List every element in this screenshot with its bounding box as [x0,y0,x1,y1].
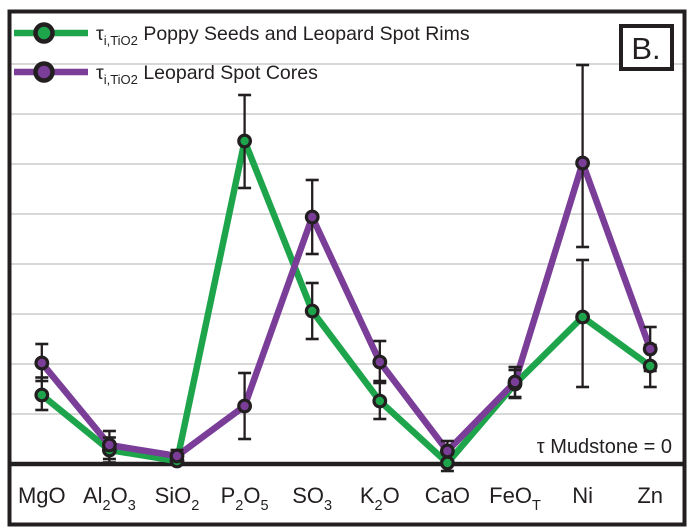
legend-marker-rims-icon [33,22,55,44]
data-point-rims-MgO [34,387,50,403]
panel-label-border [619,24,674,71]
data-point-rims-Ni [575,309,590,325]
error-bars [35,63,657,473]
data-point-rims-K2O [372,393,388,409]
data-point-markers [34,133,658,471]
series-line-rims [39,137,653,467]
data-point-cores-Al2O3 [101,437,117,453]
data-point-cores-Ni [575,155,590,171]
data-point-cores-K2O [372,354,388,370]
x-label-P2O5: P2O5 [221,483,269,514]
legend-marker-cores-icon [33,61,55,83]
x-label-Ni: Ni [572,483,593,508]
legend-item-cores: τi,TiO2 Leopard Spot Cores [14,61,318,87]
data-point-cores-SO3 [304,209,320,225]
data-point-cores-SiO2 [169,448,185,464]
data-point-cores-Zn [642,341,658,357]
legend: τi,TiO2 Poppy Seeds and Leopard Spot Rim… [14,22,470,87]
data-point-rims-Zn [642,358,658,374]
x-label-SiO2: SiO2 [155,483,200,514]
panel-label-box: B. [619,24,674,71]
x-label-CaO: CaO [425,483,470,508]
data-point-cores-FeOT [507,374,523,390]
figure-frame [7,9,687,527]
series-lines [39,137,654,467]
legend-item-rims: τi,TiO2 Poppy Seeds and Leopard Spot Rim… [14,22,470,48]
x-label-FeOT: FeOT [489,483,541,514]
series-line-cores [39,159,654,460]
legend-label-cores: τi,TiO2 Leopard Spot Cores [96,62,318,87]
data-point-rims-CaO [440,455,455,471]
x-label-MgO: MgO [18,483,66,508]
data-point-rims-P2O5 [237,133,253,149]
data-point-cores-P2O5 [237,398,253,414]
x-axis-labels: MgO Al2O3 SiO2 P2O5 SO3 K2O CaO FeOT Ni Zn [18,483,663,514]
gridlines [11,63,683,415]
data-point-cores-MgO [34,355,50,371]
data-point-cores-CaO [440,443,455,459]
panel-label: B. [631,31,660,66]
x-label-K2O: K2O [360,483,400,514]
x-label-Zn: Zn [637,483,663,508]
x-label-Al2O3: Al2O3 [83,483,136,514]
legend-label-rims: τi,TiO2 Poppy Seeds and Leopard Spot Rim… [96,23,470,48]
data-point-rims-SO3 [304,303,320,319]
mudstone-baseline-annotation: τ Mudstone = 0 [537,436,672,458]
x-label-SO3: SO3 [292,483,332,514]
